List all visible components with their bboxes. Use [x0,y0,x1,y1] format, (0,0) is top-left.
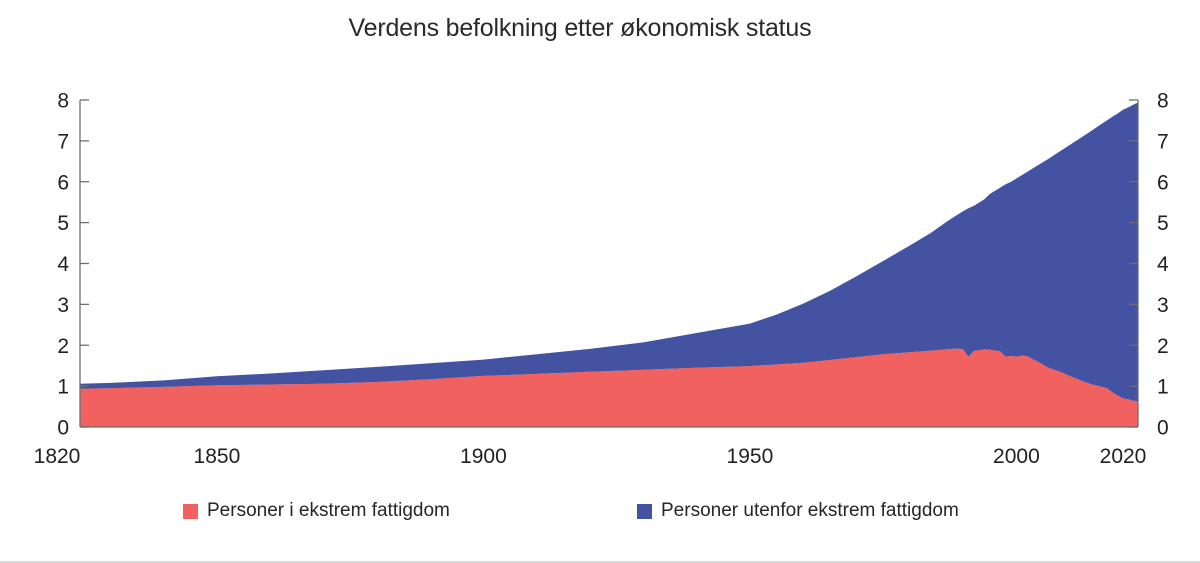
legend-item-poverty: Personer i ekstrem fattigdom [183,500,450,522]
x-tick-label: 1950 [727,445,774,468]
y-tick-label-right: 1 [1157,376,1169,399]
y-tick-label-left: 0 [57,417,69,440]
chart-title: Verdens befolkning etter økonomisk statu… [348,14,812,42]
x-tick-label: 2020 [1100,445,1147,468]
x-tick-label: 2000 [993,445,1040,468]
y-tick-label-right: 8 [1157,90,1169,113]
y-tick-label-right: 3 [1157,294,1169,317]
legend-label-poverty: Personer i ekstrem fattigdom [207,500,450,521]
tick-labels: 0 0 1 1 2 2 3 3 4 4 5 5 6 6 7 7 8 8 1820 1850 1900 1950 2000 20… [34,90,1169,469]
y-tick-label-left: 8 [57,90,69,113]
x-tick-label: 1900 [460,445,507,468]
legend-label-not-poverty: Personer utenfor ekstrem fattigdom [661,500,959,521]
x-tick-label: 1820 [34,445,81,468]
y-tick-label-right: 2 [1157,335,1169,358]
legend-item-not-poverty: Personer utenfor ekstrem fattigdom [637,500,959,522]
area-outside-poverty [80,102,1138,402]
y-tick-label-right: 7 [1157,130,1169,153]
y-tick-label-left: 3 [57,294,69,317]
y-tick-label-right: 5 [1157,212,1169,235]
axes [79,99,1139,428]
y-tick-label-left: 2 [57,335,69,358]
x-tick-label: 1850 [194,445,241,468]
page-bottom-divider [0,561,1200,563]
y-tick-label-right: 6 [1157,171,1169,194]
y-tick-label-right: 0 [1157,417,1169,440]
legend-swatch-red [183,503,198,519]
stacked-areas [80,102,1138,427]
legend-swatch-blue [637,503,652,519]
y-tick-label-left: 7 [57,130,69,153]
y-tick-label-right: 4 [1157,253,1169,276]
y-tick-label-left: 4 [57,253,69,276]
y-tick-label-left: 6 [57,171,69,194]
y-tick-label-left: 1 [57,376,69,399]
y-tick-label-left: 5 [57,212,69,235]
area-extreme-poverty [80,348,1138,427]
